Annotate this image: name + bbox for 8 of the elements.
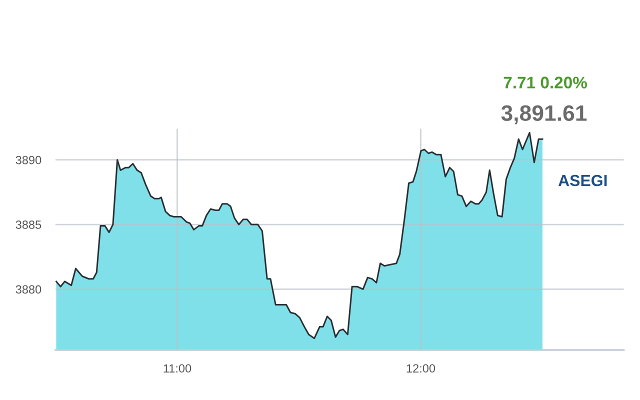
text: 3,891.61: [501, 105, 587, 124]
y-tick-label: 3890: [16, 156, 42, 164]
y-tick-label: 3880: [16, 285, 42, 294]
x-tick-label: 11:00: [164, 364, 192, 373]
x-tick-label: 12:00: [406, 364, 436, 373]
text: 7.71 0.20%: [504, 76, 588, 88]
series-label: ASEGI: [558, 174, 607, 186]
y-tick-label: 3885: [16, 220, 42, 229]
